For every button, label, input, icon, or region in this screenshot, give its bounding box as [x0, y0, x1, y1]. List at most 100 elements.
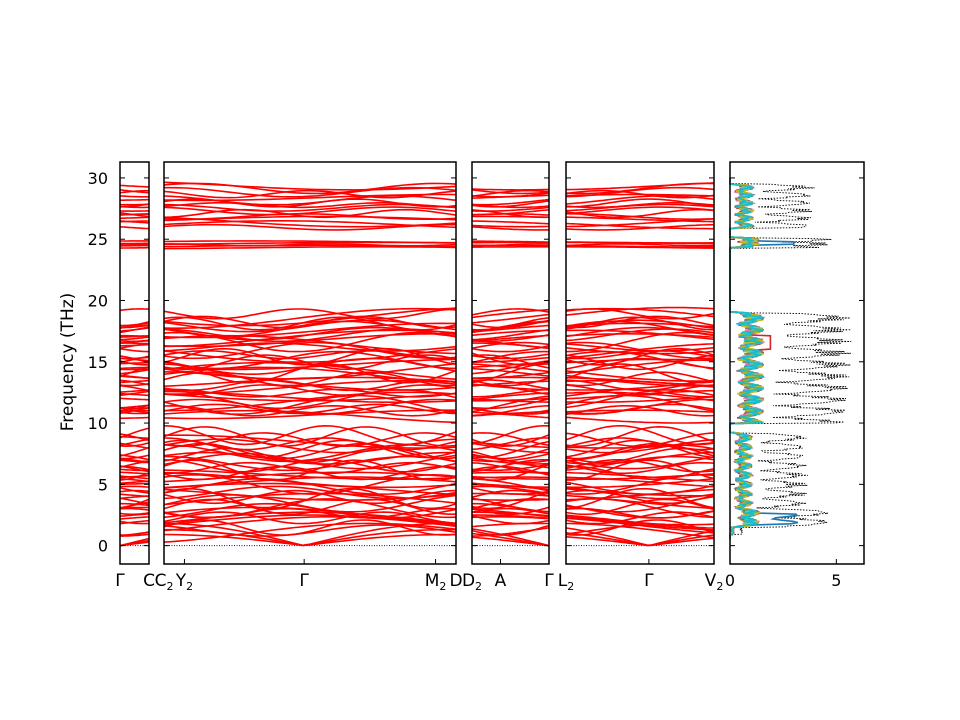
phonon-band [163, 212, 457, 220]
phonon-band [565, 456, 715, 470]
phonon-band [471, 463, 550, 481]
phonon-band [119, 446, 150, 457]
phonon-band [163, 206, 457, 216]
phonon-band [472, 188, 550, 191]
phonon-band [120, 335, 149, 338]
phonon-band [163, 333, 457, 348]
phonon-band [471, 515, 550, 525]
phonon-band [471, 497, 550, 513]
phonon-band [163, 315, 457, 329]
phonon-band [565, 328, 715, 342]
band-panel: L2 Γ V2 [558, 161, 723, 593]
phonon-band [163, 471, 457, 489]
phonon-band [565, 350, 715, 369]
phonon-band [472, 514, 550, 519]
phonon-band [120, 512, 150, 516]
phonon-band [120, 195, 149, 198]
phonon-band [565, 371, 715, 387]
phonon-band [471, 224, 549, 228]
phonon-band [471, 203, 550, 209]
phonon-band [565, 384, 715, 396]
phonon-band [565, 186, 715, 198]
phonon-band [565, 394, 715, 412]
phonon-band [163, 442, 457, 460]
phonon-band [565, 343, 715, 352]
phonon-band [565, 216, 715, 223]
phonon-band [565, 241, 714, 244]
phonon-band [163, 473, 457, 495]
phonon-band [120, 243, 149, 246]
phonon-band [119, 189, 149, 194]
panel-frame [471, 161, 550, 565]
phonon-band [163, 404, 457, 417]
phonon-band [163, 424, 457, 446]
phonon-band [565, 442, 715, 449]
phonon-band [565, 243, 715, 247]
phonon-band [471, 353, 550, 360]
phonon-band [163, 362, 457, 380]
phonon-band [163, 181, 457, 191]
phonon-band [565, 494, 715, 510]
y-axis-label: Frequency (THz) [58, 293, 78, 432]
y-tick-label: 5 [98, 475, 108, 494]
phonon-band [472, 498, 549, 501]
phonon-band [565, 516, 715, 531]
phonon-band [119, 392, 149, 397]
phonon-band [163, 437, 457, 451]
phonon-band [565, 476, 715, 488]
phonon-band [120, 531, 150, 536]
phonon-band [119, 347, 149, 353]
phonon-band [120, 516, 150, 520]
phonon-band [163, 426, 457, 447]
phonon-band [471, 392, 550, 401]
phonon-band [471, 220, 550, 225]
k-point-label: M2 [425, 571, 447, 593]
phonon-band [471, 377, 550, 387]
phonon-band [471, 465, 550, 476]
phonon-band [119, 357, 149, 362]
phonon-band [119, 308, 149, 312]
phonon-band [471, 383, 549, 391]
panel-frame [729, 161, 865, 565]
phonon-band [471, 240, 549, 243]
phonon-band [119, 427, 150, 439]
projected-dos-curve [729, 177, 766, 540]
phonon-band [471, 395, 550, 413]
phonon-band [163, 485, 457, 500]
phonon-band [565, 409, 715, 413]
phonon-band [119, 327, 150, 332]
phonon-band [163, 432, 457, 448]
phonon-band [119, 487, 150, 494]
phonon-band [120, 390, 150, 397]
phonon-band [120, 485, 150, 488]
phonon-band [163, 469, 457, 481]
phonon-band [471, 341, 550, 349]
y-tick-label: 15 [88, 353, 108, 372]
phonon-band [120, 507, 150, 511]
phonon-band [565, 189, 715, 199]
phonon-band [119, 468, 149, 472]
y-tick-label: 25 [88, 230, 108, 249]
phonon-band [120, 533, 150, 537]
y-tick-label: 20 [88, 291, 108, 310]
phonon-band [566, 244, 714, 248]
phonon-band [472, 243, 549, 247]
phonon-band [471, 313, 550, 324]
phonon-band [566, 198, 715, 208]
phonon-band [119, 480, 149, 485]
phonon-band [120, 472, 150, 481]
phonon-band [119, 497, 150, 505]
phonon-band [471, 407, 550, 415]
phonon-band [565, 218, 715, 228]
phonon-band [119, 382, 150, 387]
phonon-band [119, 406, 149, 410]
phonon-band [472, 397, 550, 402]
phonon-band [565, 432, 715, 447]
phonon-band [471, 524, 550, 536]
phonon-band [120, 213, 150, 216]
phonon-band [119, 498, 150, 509]
phonon-band [163, 307, 457, 329]
k-point-label: L2 [558, 571, 574, 593]
phonon-band [471, 490, 550, 510]
phonon-band [163, 307, 457, 327]
